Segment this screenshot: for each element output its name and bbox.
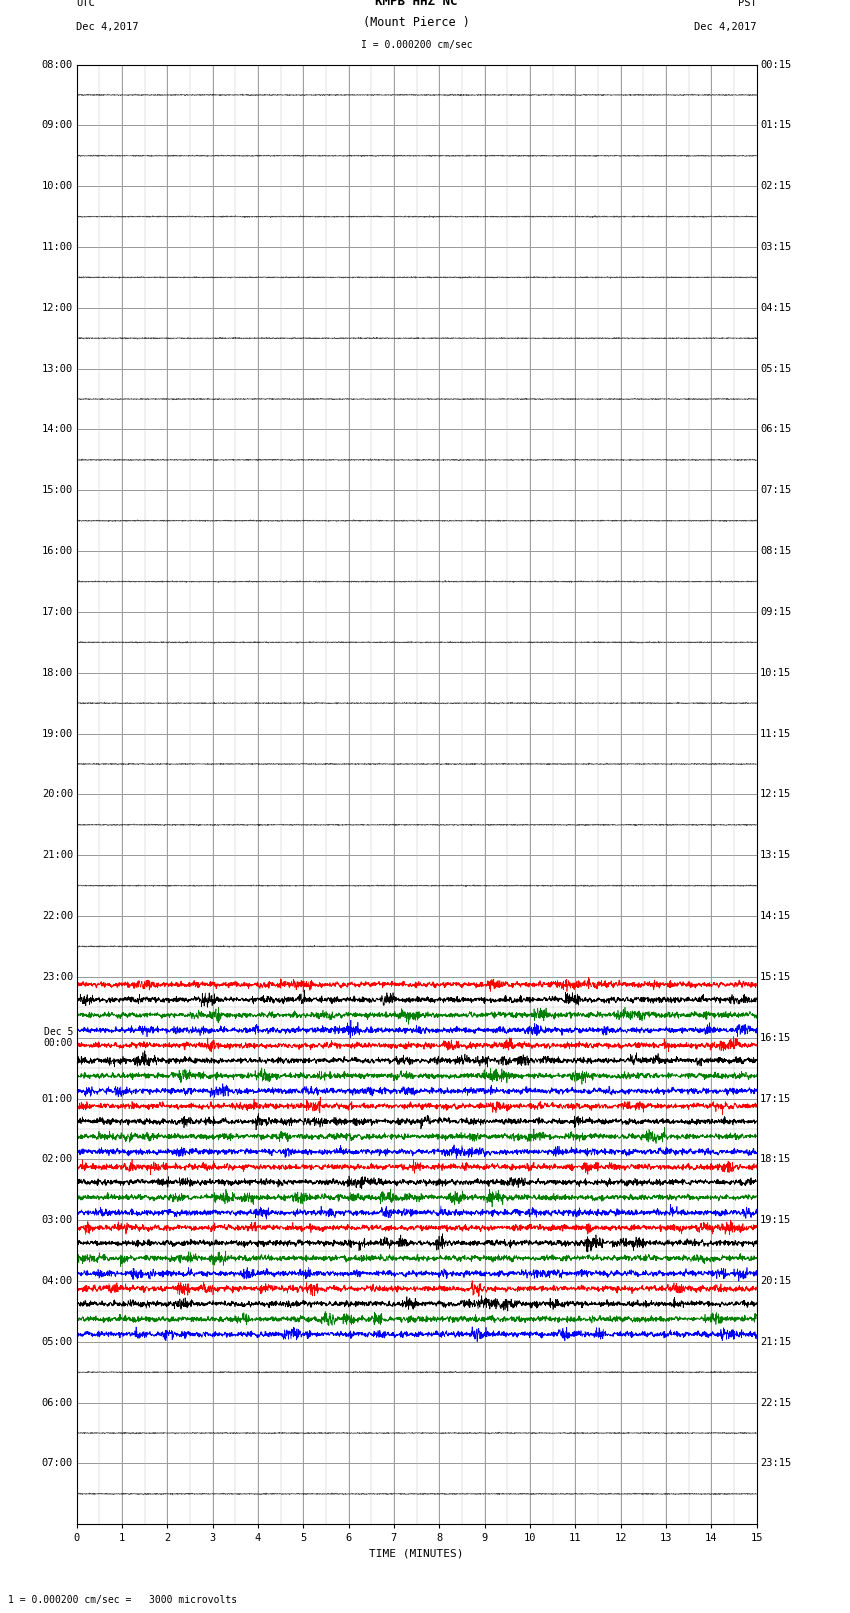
Text: 01:00: 01:00 — [42, 1094, 73, 1103]
Text: 18:15: 18:15 — [760, 1155, 791, 1165]
Text: 01:15: 01:15 — [760, 121, 791, 131]
Text: 03:00: 03:00 — [42, 1215, 73, 1226]
Text: 14:00: 14:00 — [42, 424, 73, 434]
X-axis label: TIME (MINUTES): TIME (MINUTES) — [369, 1548, 464, 1558]
Text: 13:00: 13:00 — [42, 363, 73, 374]
Text: 19:00: 19:00 — [42, 729, 73, 739]
Text: 02:00: 02:00 — [42, 1155, 73, 1165]
Text: Dec 4,2017: Dec 4,2017 — [694, 23, 756, 32]
Text: 21:15: 21:15 — [760, 1337, 791, 1347]
Text: 16:00: 16:00 — [42, 547, 73, 556]
Text: PST: PST — [738, 0, 756, 8]
Text: 07:00: 07:00 — [42, 1458, 73, 1468]
Text: 14:15: 14:15 — [760, 911, 791, 921]
Text: 17:15: 17:15 — [760, 1094, 791, 1103]
Text: 12:15: 12:15 — [760, 789, 791, 800]
Text: 10:15: 10:15 — [760, 668, 791, 677]
Text: 10:00: 10:00 — [42, 181, 73, 192]
Text: 08:15: 08:15 — [760, 547, 791, 556]
Text: 07:15: 07:15 — [760, 486, 791, 495]
Text: KMPB HHZ NC: KMPB HHZ NC — [375, 0, 458, 8]
Text: 15:00: 15:00 — [42, 486, 73, 495]
Text: 22:15: 22:15 — [760, 1397, 791, 1408]
Text: 21:00: 21:00 — [42, 850, 73, 860]
Text: 06:15: 06:15 — [760, 424, 791, 434]
Text: 23:00: 23:00 — [42, 973, 73, 982]
Text: UTC: UTC — [76, 0, 95, 8]
Text: 23:15: 23:15 — [760, 1458, 791, 1468]
Text: I = 0.000200 cm/sec: I = 0.000200 cm/sec — [360, 40, 473, 50]
Text: 13:15: 13:15 — [760, 850, 791, 860]
Text: 22:00: 22:00 — [42, 911, 73, 921]
Text: 18:00: 18:00 — [42, 668, 73, 677]
Text: 09:00: 09:00 — [42, 121, 73, 131]
Text: 05:00: 05:00 — [42, 1337, 73, 1347]
Text: 02:15: 02:15 — [760, 181, 791, 192]
Text: 09:15: 09:15 — [760, 606, 791, 616]
Text: 15:15: 15:15 — [760, 973, 791, 982]
Text: 05:15: 05:15 — [760, 363, 791, 374]
Text: 20:15: 20:15 — [760, 1276, 791, 1286]
Text: 19:15: 19:15 — [760, 1215, 791, 1226]
Text: 12:00: 12:00 — [42, 303, 73, 313]
Text: 11:00: 11:00 — [42, 242, 73, 252]
Text: 04:15: 04:15 — [760, 303, 791, 313]
Text: 04:00: 04:00 — [42, 1276, 73, 1286]
Text: 03:15: 03:15 — [760, 242, 791, 252]
Text: (Mount Pierce ): (Mount Pierce ) — [363, 16, 470, 29]
Text: 06:00: 06:00 — [42, 1397, 73, 1408]
Text: 17:00: 17:00 — [42, 606, 73, 616]
Text: 08:00: 08:00 — [42, 60, 73, 69]
Text: Dec 4,2017: Dec 4,2017 — [76, 23, 139, 32]
Text: 20:00: 20:00 — [42, 789, 73, 800]
Text: Dec 5
00:00: Dec 5 00:00 — [43, 1027, 73, 1048]
Text: 1 = 0.000200 cm/sec =   3000 microvolts: 1 = 0.000200 cm/sec = 3000 microvolts — [8, 1595, 238, 1605]
Text: 11:15: 11:15 — [760, 729, 791, 739]
Text: 16:15: 16:15 — [760, 1032, 791, 1042]
Text: 00:15: 00:15 — [760, 60, 791, 69]
